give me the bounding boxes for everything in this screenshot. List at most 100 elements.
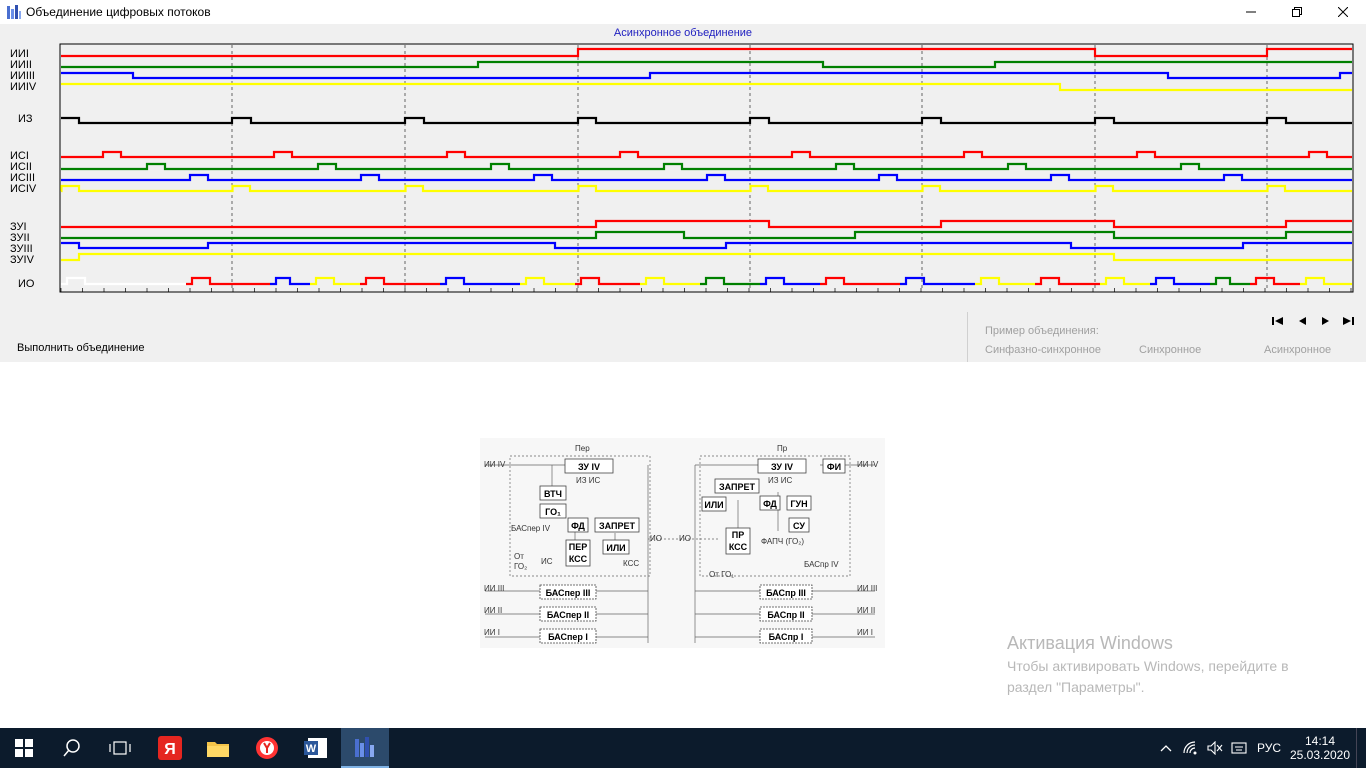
- sch-bas-pr-3: БАСпр III: [766, 588, 806, 598]
- wave-io-segment: [440, 276, 520, 286]
- wave-is3: [61, 173, 1352, 182]
- label-io: ИО: [18, 278, 35, 290]
- show-desktop-button[interactable]: [1356, 728, 1366, 768]
- example-sync[interactable]: Синхронное: [1139, 344, 1202, 356]
- search-button[interactable]: [48, 728, 96, 768]
- wave-io-segment: [186, 276, 270, 286]
- prev-icon: [1299, 317, 1306, 325]
- wave-io-segment: [1300, 276, 1352, 286]
- taskbar-explorer[interactable]: [194, 728, 242, 768]
- taskbar-active-app[interactable]: [341, 728, 389, 768]
- wave-io-segment: [640, 276, 700, 286]
- activation-line-2: раздел "Параметры".: [1007, 679, 1145, 695]
- folder-icon: [207, 742, 229, 757]
- clock-date: 25.03.2020: [1289, 748, 1351, 762]
- wave-zu4: [61, 252, 1352, 262]
- wave-io-segment: [760, 276, 820, 286]
- sch-bas-per-3: БАСпер III: [546, 588, 591, 598]
- sch-su: СУ: [793, 521, 805, 531]
- task-view-button[interactable]: [96, 728, 144, 768]
- sch-kss-left: КСС: [569, 554, 588, 564]
- wifi-icon: [1183, 741, 1197, 755]
- wave-ii2: [61, 60, 1352, 69]
- wave-zu2: [61, 230, 1352, 240]
- wave-io-segment: [360, 276, 440, 286]
- taskbar-yandex[interactable]: Я: [146, 728, 194, 768]
- label-is2: ИСII: [10, 161, 32, 173]
- search-icon: [63, 739, 80, 757]
- sch-ot-go1: От ГО₁: [709, 570, 734, 579]
- app-icon-taskbar: [355, 737, 374, 757]
- example-async[interactable]: Асинхронное: [1264, 344, 1332, 356]
- next-icon: [1322, 317, 1329, 325]
- wave-io-segment: [1035, 276, 1100, 286]
- start-button[interactable]: [0, 728, 48, 768]
- wave-io-segment: [575, 276, 640, 286]
- run-merge-button[interactable]: Выполнить объединение: [17, 342, 145, 354]
- wave-io-segment: [310, 276, 360, 286]
- block-schematic: ЗУ IV ВТЧ ГО₁ ФД ЗАПРЕТ ПЕР КСС ИЛИ ЗУ I…: [480, 438, 885, 648]
- sch-kss-right: КСС: [729, 542, 748, 552]
- sch-fi: ФИ: [827, 462, 841, 472]
- tray-ime[interactable]: [1228, 728, 1250, 768]
- word-icon: W: [304, 738, 327, 758]
- sch-bas-per-iv: БАСпер IV: [511, 524, 551, 533]
- sch-go2: ГО₂: [514, 562, 527, 571]
- sch-per: ПЕР: [569, 542, 587, 552]
- sch-per-label: Пер: [575, 444, 590, 453]
- wave-io-segment: [61, 276, 186, 286]
- window-title: Объединение цифровых потоков: [26, 5, 211, 19]
- tray-network[interactable]: [1180, 728, 1202, 768]
- sch-gun: ГУН: [790, 499, 807, 509]
- sch-zu-left: ЗУ IV: [578, 462, 600, 472]
- label-ii1: ИИI: [10, 48, 29, 60]
- sch-bas-pr-1: БАСпр I: [769, 632, 804, 642]
- tray-language[interactable]: РУС: [1256, 741, 1282, 755]
- timing-diagram: [59, 43, 1354, 293]
- sch-input-ii: ИИ II: [484, 606, 502, 615]
- nav-next-button[interactable]: [1318, 316, 1334, 330]
- taskbar-yandex-browser[interactable]: [243, 728, 291, 768]
- wave-io-segment: [1100, 276, 1150, 286]
- taskbar-word[interactable]: W: [292, 728, 340, 768]
- svg-text:Я: Я: [164, 741, 176, 758]
- keyboard-icon: [1231, 742, 1247, 754]
- sch-fd-left: ФД: [571, 521, 585, 531]
- sch-fapch: ФАПЧ (ГО₂): [761, 537, 804, 546]
- wave-ii4: [61, 82, 1352, 92]
- sch-bas-per-1: БАСпер I: [548, 632, 588, 642]
- wave-io-segment: [1210, 276, 1250, 286]
- sch-io-right: ИО: [679, 534, 691, 543]
- sch-input-i: ИИ I: [484, 628, 500, 637]
- wave-is4: [60, 184, 1352, 193]
- restore-button[interactable]: [1274, 0, 1320, 24]
- sch-pr-label: Пр: [777, 444, 788, 453]
- tray-volume[interactable]: [1204, 728, 1226, 768]
- nav-prev-button[interactable]: [1294, 316, 1310, 330]
- sch-input-iv: ИИ IV: [484, 460, 506, 469]
- sch-zapret-right: ЗАПРЕТ: [719, 482, 755, 492]
- yandex-browser-icon: [256, 737, 278, 759]
- sch-io-left: ИО: [650, 534, 662, 543]
- diagram-title: Асинхронное объединение: [613, 27, 753, 39]
- example-inphase-sync[interactable]: Синфазно-синхронное: [985, 344, 1101, 356]
- svg-text:W: W: [306, 743, 317, 755]
- tray-clock[interactable]: 14:14 25.03.2020: [1290, 728, 1350, 768]
- wave-io-segment: [1150, 276, 1210, 286]
- label-zu2: ЗУII: [10, 232, 30, 244]
- wave-zu3: [61, 241, 1352, 250]
- close-button[interactable]: [1320, 0, 1366, 24]
- nav-first-button[interactable]: [1270, 316, 1286, 330]
- sch-output-iii: ИИ III: [857, 584, 877, 593]
- chevron-up-icon: [1160, 745, 1172, 752]
- restore-icon: [1292, 7, 1302, 17]
- nav-last-button[interactable]: [1340, 316, 1356, 330]
- sch-bas-per-2: БАСпер II: [547, 610, 589, 620]
- label-is1: ИСI: [10, 150, 29, 162]
- label-ii3: ИИIII: [10, 70, 35, 82]
- tray-chevron[interactable]: [1156, 728, 1176, 768]
- minimize-button[interactable]: [1228, 0, 1274, 24]
- skip-last-icon: [1343, 317, 1354, 325]
- sch-output-iv: ИИ IV: [857, 460, 879, 469]
- window-titlebar: Объединение цифровых потоков: [0, 0, 1366, 24]
